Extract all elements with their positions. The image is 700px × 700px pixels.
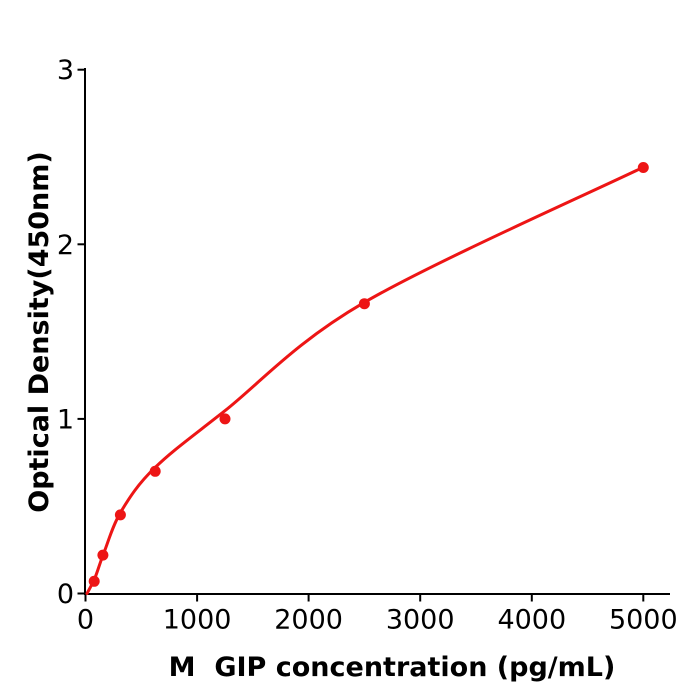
- y-axis-title: Optical Density(450nm): [24, 151, 55, 513]
- x-tick-label: 0: [77, 605, 94, 636]
- data-point: [149, 465, 161, 477]
- x-tick-label: 2000: [274, 605, 343, 636]
- data-point: [637, 162, 649, 173]
- data-point: [88, 575, 100, 587]
- data-point: [114, 509, 126, 521]
- fitted-curve: [85, 166, 644, 595]
- x-tick-label: 4000: [497, 605, 566, 636]
- x-tick-label: 3000: [386, 605, 455, 636]
- data-point: [219, 413, 231, 425]
- x-tick-label: 1000: [163, 605, 232, 636]
- y-tick-label: 3: [57, 55, 74, 86]
- y-tick-label: 2: [57, 230, 74, 261]
- data-point: [358, 298, 370, 310]
- ticks-layer: 0 1000 2000 3000 4000 5000 0 1 2 3: [57, 55, 678, 635]
- data-point: [97, 549, 109, 561]
- x-tick-label: 5000: [609, 605, 678, 636]
- x-axis-title: M GIP concentration (pg/mL): [169, 652, 616, 683]
- y-tick-label: 0: [57, 579, 74, 610]
- y-tick-label: 1: [57, 404, 74, 435]
- series-layer: [85, 162, 649, 595]
